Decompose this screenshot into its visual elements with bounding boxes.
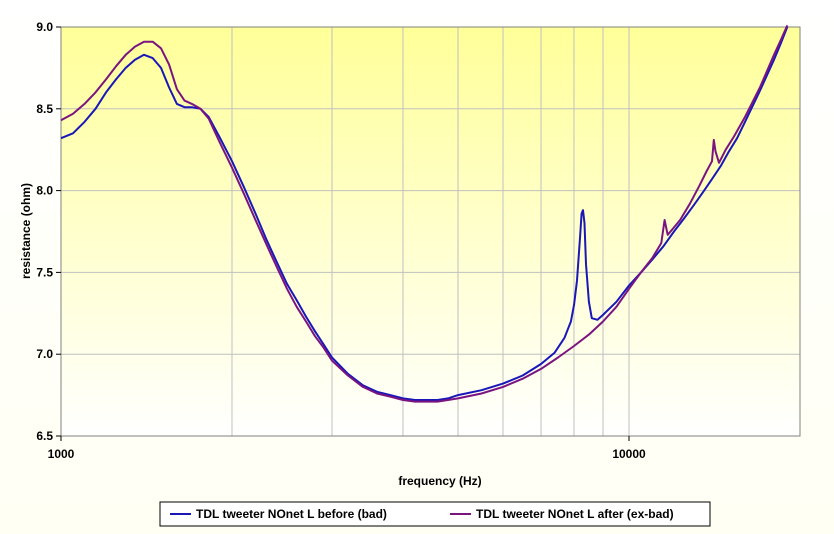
legend-label-after: TDL tweeter NOnet L after (ex-bad) <box>476 507 674 521</box>
x-tick-labels: 1000 10000 <box>48 436 646 461</box>
x-tick-label: 10000 <box>612 447 646 461</box>
y-tick-labels: 6.5 7.0 7.5 8.0 8.5 9.0 <box>36 20 61 443</box>
legend-label-before: TDL tweeter NOnet L before (bad) <box>196 507 387 521</box>
plot-border <box>60 26 801 437</box>
x-tick-label: 1000 <box>48 447 75 461</box>
series-layer <box>60 24 789 403</box>
y-tick-label: 7.0 <box>36 347 53 361</box>
x-axis-title: frequency (Hz) <box>398 474 481 488</box>
legend-box <box>159 501 711 527</box>
legend: TDL tweeter NOnet L before (bad) TDL twe… <box>159 501 711 527</box>
y-tick-label: 9.0 <box>36 20 53 34</box>
y-tick-label: 8.5 <box>36 102 53 116</box>
grid-vertical <box>231 27 630 436</box>
y-tick-label: 6.5 <box>36 429 53 443</box>
y-tick-label: 8.0 <box>36 184 53 198</box>
series-line-1 <box>60 24 789 403</box>
plot-area <box>61 27 800 436</box>
series-line-0 <box>60 26 789 401</box>
y-tick-label: 7.5 <box>36 265 53 279</box>
y-axis-title: resistance (ohm) <box>19 183 33 279</box>
